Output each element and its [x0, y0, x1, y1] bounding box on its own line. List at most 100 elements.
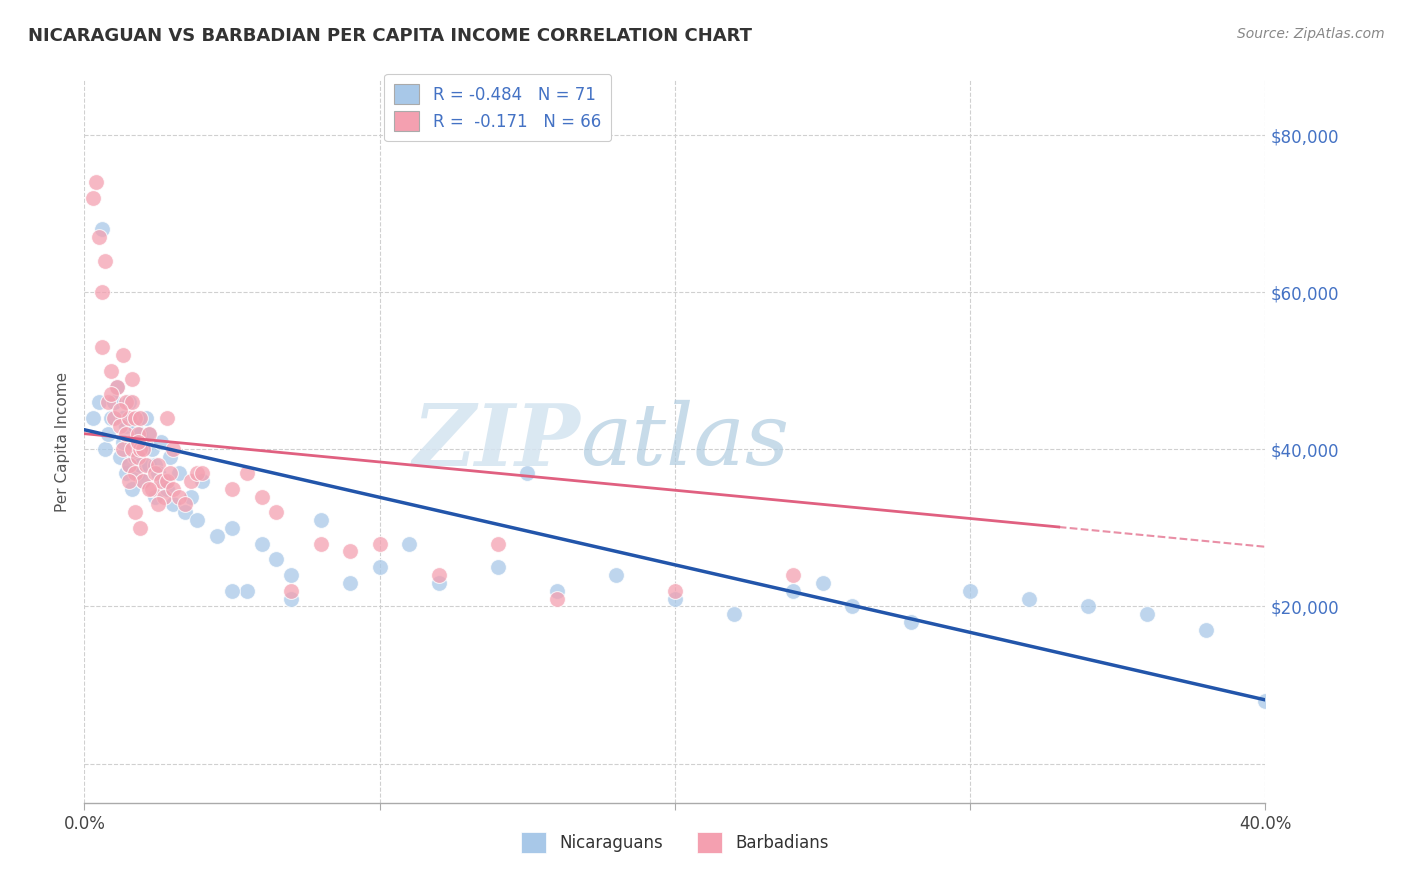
Point	[124, 450, 146, 465]
Point	[1077, 599, 1099, 614]
Point	[105, 379, 128, 393]
Point	[266, 552, 288, 566]
Point	[127, 450, 149, 465]
Point	[129, 442, 152, 457]
Point	[167, 466, 190, 480]
Point	[148, 497, 170, 511]
Point	[148, 458, 170, 472]
Point	[150, 474, 173, 488]
Point	[121, 442, 143, 457]
Point	[1018, 591, 1040, 606]
Y-axis label: Per Capita Income: Per Capita Income	[55, 371, 70, 512]
Point	[108, 450, 131, 465]
Point	[180, 490, 202, 504]
Point	[782, 583, 804, 598]
Point	[959, 583, 981, 598]
Point	[94, 442, 117, 457]
Point	[94, 253, 117, 268]
Point	[103, 411, 125, 425]
Point	[280, 583, 302, 598]
Point	[132, 474, 155, 488]
Point	[132, 474, 155, 488]
Point	[156, 474, 179, 488]
Point	[118, 474, 141, 488]
Point	[664, 583, 686, 598]
Point	[82, 191, 104, 205]
Point	[121, 395, 143, 409]
Point	[105, 379, 128, 393]
Point	[141, 482, 163, 496]
Point	[900, 615, 922, 630]
Point	[114, 466, 136, 480]
Point	[114, 418, 136, 433]
Point	[141, 442, 163, 457]
Point	[121, 482, 143, 496]
Point	[97, 395, 120, 409]
Point	[159, 450, 181, 465]
Point	[368, 560, 391, 574]
Point	[132, 442, 155, 457]
Point	[723, 607, 745, 622]
Point	[309, 513, 332, 527]
Point	[124, 418, 146, 433]
Point	[100, 411, 122, 425]
Point	[486, 536, 509, 550]
Point	[546, 591, 568, 606]
Legend: Nicaraguans, Barbadians: Nicaraguans, Barbadians	[515, 826, 835, 860]
Point	[236, 466, 259, 480]
Point	[135, 411, 157, 425]
Text: NICARAGUAN VS BARBADIAN PER CAPITA INCOME CORRELATION CHART: NICARAGUAN VS BARBADIAN PER CAPITA INCOM…	[28, 27, 752, 45]
Point	[124, 505, 146, 519]
Point	[309, 536, 332, 550]
Point	[100, 364, 122, 378]
Point	[118, 458, 141, 472]
Point	[127, 434, 149, 449]
Point	[156, 411, 179, 425]
Point	[135, 458, 157, 472]
Point	[546, 583, 568, 598]
Point	[156, 482, 179, 496]
Point	[605, 568, 627, 582]
Point	[118, 411, 141, 425]
Point	[127, 411, 149, 425]
Point	[280, 591, 302, 606]
Point	[266, 505, 288, 519]
Point	[811, 575, 834, 590]
Point	[111, 434, 134, 449]
Point	[782, 568, 804, 582]
Point	[143, 490, 166, 504]
Point	[280, 568, 302, 582]
Point	[124, 466, 146, 480]
Point	[207, 529, 229, 543]
Point	[236, 583, 259, 598]
Point	[118, 458, 141, 472]
Point	[82, 411, 104, 425]
Point	[124, 411, 146, 425]
Point	[103, 395, 125, 409]
Point	[91, 340, 114, 354]
Point	[664, 591, 686, 606]
Point	[111, 442, 134, 457]
Point	[427, 575, 450, 590]
Point	[150, 434, 173, 449]
Point	[841, 599, 863, 614]
Point	[221, 521, 243, 535]
Point	[162, 497, 184, 511]
Point	[127, 426, 149, 441]
Point	[111, 348, 134, 362]
Point	[143, 466, 166, 480]
Point	[1195, 623, 1218, 637]
Text: atlas: atlas	[581, 401, 790, 483]
Point	[191, 474, 214, 488]
Point	[221, 583, 243, 598]
Point	[339, 544, 361, 558]
Point	[167, 490, 190, 504]
Point	[138, 458, 160, 472]
Point	[339, 575, 361, 590]
Point	[486, 560, 509, 574]
Point	[108, 403, 131, 417]
Point	[138, 482, 160, 496]
Point	[148, 466, 170, 480]
Point	[84, 175, 107, 189]
Point	[97, 426, 120, 441]
